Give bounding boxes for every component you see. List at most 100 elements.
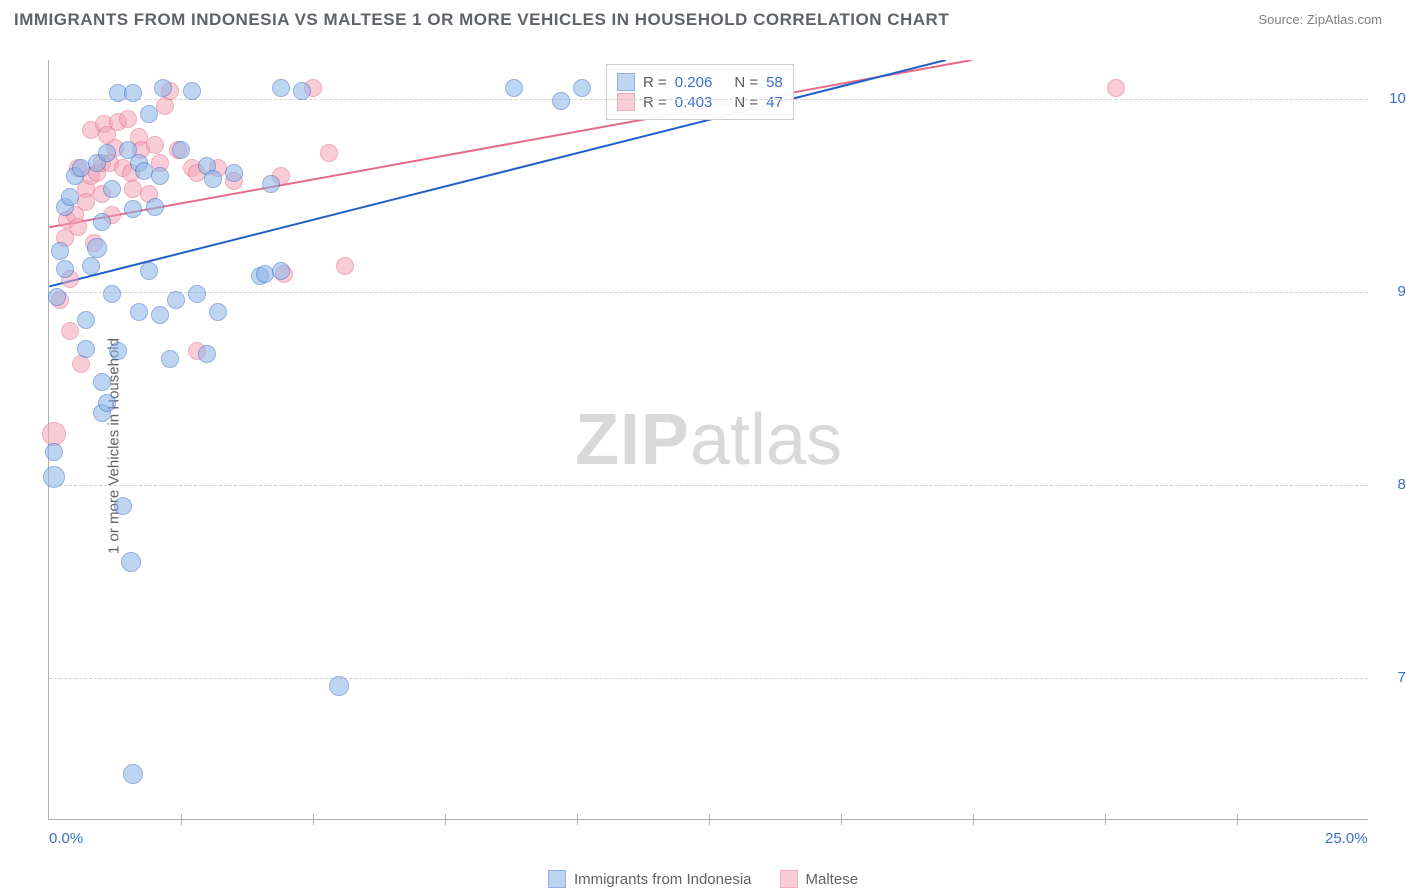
pink-point <box>146 136 164 154</box>
blue-point <box>98 394 116 412</box>
x-minor-mark <box>313 814 314 820</box>
blue-legend-swatch <box>548 870 566 888</box>
blue-point <box>109 342 127 360</box>
n-value: 58 <box>766 74 783 91</box>
pink-point <box>156 97 174 115</box>
n-value: 47 <box>766 94 783 111</box>
blue-point <box>188 285 206 303</box>
r-label: R = <box>643 94 667 111</box>
blue-point <box>103 285 121 303</box>
legend-label: Immigrants from Indonesia <box>574 871 752 888</box>
plot-area: ZIPatlas R = 0.206N = 58R = 0.403N = 47 … <box>48 60 1368 820</box>
r-value: 0.403 <box>675 94 713 111</box>
correlation-info-box: R = 0.206 N = 58 R = 0.403 N = 47 <box>606 64 794 120</box>
blue-point <box>573 79 591 97</box>
blue-point <box>167 291 185 309</box>
x-minor-mark <box>841 814 842 820</box>
legend: Immigrants from Indonesia Maltese <box>0 870 1406 888</box>
blue-point <box>183 82 201 100</box>
pink-point <box>320 144 338 162</box>
watermark-bold: ZIP <box>575 400 690 480</box>
chart-title: IMMIGRANTS FROM INDONESIA VS MALTESE 1 O… <box>14 10 949 30</box>
blue-point <box>114 497 132 515</box>
blue-point <box>161 350 179 368</box>
blue-point <box>140 105 158 123</box>
x-tick-label: 25.0% <box>1325 830 1368 847</box>
blue-swatch <box>617 73 635 91</box>
legend-item-pink: Maltese <box>780 870 859 888</box>
blue-point <box>329 676 349 696</box>
blue-point <box>154 79 172 97</box>
pink-point <box>119 110 137 128</box>
blue-point <box>124 200 142 218</box>
info-row-pink: R = 0.403 N = 47 <box>617 93 783 111</box>
r-label: R = <box>643 74 667 91</box>
pink-point <box>336 257 354 275</box>
blue-point <box>204 170 222 188</box>
x-minor-mark <box>577 814 578 820</box>
gridline-h <box>49 485 1368 486</box>
y-tick-label: 85.0% <box>1380 476 1406 493</box>
chart-source: Source: ZipAtlas.com <box>1258 12 1382 27</box>
trend-lines <box>49 60 1368 819</box>
x-minor-mark <box>973 814 974 820</box>
blue-point <box>146 198 164 216</box>
blue-point <box>93 213 111 231</box>
blue-point <box>130 303 148 321</box>
y-tick-label: 77.5% <box>1380 669 1406 686</box>
blue-point <box>61 188 79 206</box>
blue-point <box>124 84 142 102</box>
blue-point <box>43 466 65 488</box>
info-row-blue: R = 0.206 N = 58 <box>617 73 783 91</box>
x-minor-mark <box>709 814 710 820</box>
correlation-chart: IMMIGRANTS FROM INDONESIA VS MALTESE 1 O… <box>0 0 1406 892</box>
n-label: N = <box>734 74 758 91</box>
blue-point <box>225 164 243 182</box>
blue-point <box>77 340 95 358</box>
blue-point <box>98 144 116 162</box>
legend-item-blue: Immigrants from Indonesia <box>548 870 752 888</box>
gridline-h <box>49 292 1368 293</box>
blue-point <box>262 175 280 193</box>
blue-point <box>48 288 66 306</box>
gridline-h <box>49 678 1368 679</box>
blue-point <box>272 79 290 97</box>
blue-point <box>293 82 311 100</box>
blue-point <box>77 311 95 329</box>
blue-point <box>103 180 121 198</box>
r-value: 0.206 <box>675 74 713 91</box>
blue-point <box>51 242 69 260</box>
blue-point <box>198 345 216 363</box>
pink-point <box>69 218 87 236</box>
blue-point <box>172 141 190 159</box>
blue-point <box>552 92 570 110</box>
x-minor-mark <box>1237 814 1238 820</box>
blue-point <box>272 262 290 280</box>
gridline-h <box>49 99 1368 100</box>
pink-legend-swatch <box>780 870 798 888</box>
blue-point <box>87 238 107 258</box>
blue-point <box>93 373 111 391</box>
watermark: ZIPatlas <box>575 399 842 481</box>
y-tick-label: 92.5% <box>1380 283 1406 300</box>
watermark-light: atlas <box>690 400 842 480</box>
blue-point <box>151 306 169 324</box>
blue-point <box>82 257 100 275</box>
x-tick-label: 0.0% <box>49 830 83 847</box>
blue-point <box>505 79 523 97</box>
pink-point <box>1107 79 1125 97</box>
x-minor-mark <box>181 814 182 820</box>
pink-point <box>61 322 79 340</box>
blue-point <box>123 764 143 784</box>
blue-point <box>151 167 169 185</box>
n-label: N = <box>734 94 758 111</box>
x-minor-mark <box>1105 814 1106 820</box>
blue-point <box>56 260 74 278</box>
pink-swatch <box>617 93 635 111</box>
legend-label: Maltese <box>806 871 859 888</box>
x-minor-mark <box>445 814 446 820</box>
blue-point <box>45 443 63 461</box>
blue-point <box>121 552 141 572</box>
blue-point <box>209 303 227 321</box>
y-tick-label: 100.0% <box>1380 90 1406 107</box>
